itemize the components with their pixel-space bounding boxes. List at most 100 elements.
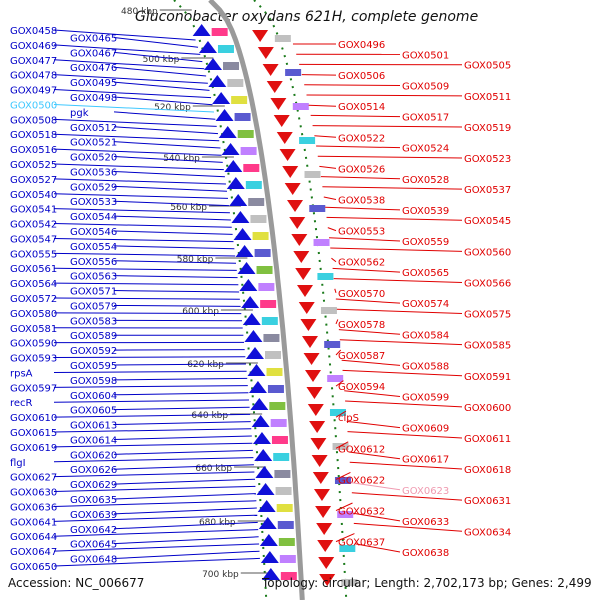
forward-strand-gene	[208, 75, 227, 87]
gene-leader-line-right	[335, 410, 347, 418]
gene-label-right: clpS	[338, 413, 359, 424]
gene-leader-line-right	[310, 114, 401, 118]
gene-leader-line-left	[53, 500, 257, 507]
gene-leader-line-right	[312, 125, 463, 128]
gene-leader-line-left	[53, 457, 254, 463]
gene-leader-line-left	[113, 377, 248, 381]
reverse-strand-gene	[291, 234, 308, 246]
gene-leader-line-left	[113, 156, 223, 163]
gene-leader-line-right	[353, 512, 401, 522]
forward-strand-gene	[215, 109, 234, 121]
reverse-strand-gene	[276, 132, 293, 144]
gene-leader-line-right	[304, 84, 401, 86]
gene-feature-box	[274, 35, 291, 42]
reverse-strand-gene	[307, 404, 324, 416]
gene-leader-line-left	[113, 536, 259, 545]
gene-label-left: GOX0536	[70, 167, 117, 178]
gene-feature-box	[285, 69, 302, 76]
gene-label-left: GOX0626	[70, 465, 117, 476]
gene-label-right: GOX0517	[402, 113, 449, 124]
gene-feature-box	[269, 402, 286, 410]
gene-feature-box	[277, 521, 294, 529]
gene-label-left: GOX0641	[10, 517, 57, 528]
reverse-strand-gene	[252, 30, 269, 42]
gene-label-right: GOX0514	[338, 102, 385, 113]
gene-leader-line-left	[53, 529, 259, 537]
gene-feature-box	[250, 215, 267, 223]
gene-label-right: GOX0575	[464, 310, 511, 321]
gene-leader-line-left	[53, 103, 215, 113]
gene-leader-line-left	[113, 435, 252, 440]
gene-label-right: GOX0585	[464, 341, 511, 352]
gene-label-left: GOX0520	[70, 153, 117, 164]
reverse-strand-gene	[293, 251, 310, 263]
gene-leader-line-right	[335, 441, 349, 449]
gene-leader-line-left	[113, 126, 219, 135]
gene-leader-line-left	[53, 297, 240, 300]
gene-leader-line-right	[325, 206, 401, 211]
gene-leader-line-right	[349, 461, 463, 470]
gene-label-right: GOX0545	[464, 216, 511, 227]
gene-label-left: rpsA	[10, 368, 33, 379]
forward-strand-gene	[241, 296, 260, 308]
gene-label-left: GOX0498	[70, 93, 117, 104]
gene-label-left: GOX0650	[10, 562, 57, 573]
gene-feature-box	[341, 579, 358, 586]
gene-leader-line-right	[329, 237, 401, 242]
gene-leader-line-left	[53, 312, 242, 315]
ring-marker-outer	[253, 0, 348, 600]
gene-leader-line-right	[301, 74, 337, 76]
gene-label-left: GOX0495	[70, 78, 117, 89]
gene-leader-line-right	[334, 288, 337, 293]
forward-strand-gene	[221, 143, 240, 155]
gene-leader-line-right	[326, 216, 463, 221]
gene-feature-box	[275, 487, 292, 495]
gene-label-right: GOX0578	[338, 320, 385, 331]
gene-feature-box	[270, 419, 287, 427]
gene-label-left: GOX0580	[10, 309, 57, 320]
gene-leader-line-left	[53, 252, 236, 257]
gene-label-left: GOX0561	[10, 264, 57, 275]
gene-leader-line-left	[113, 392, 249, 396]
scale-tick-label: 660 kbp	[195, 464, 232, 474]
gene-leader-line-left	[113, 36, 199, 48]
forward-strand-gene	[231, 211, 250, 223]
ring-marker-inner	[173, 0, 268, 600]
gene-leader-line-right	[306, 94, 463, 97]
gene-label-left: GOX0590	[10, 339, 57, 350]
forward-strand-gene	[218, 126, 237, 138]
gene-label-left: GOX0564	[10, 279, 57, 290]
gene-label-left: GOX0597	[10, 383, 57, 394]
gene-leader-line-right	[316, 145, 401, 149]
gene-leader-line-left	[53, 267, 237, 271]
gene-label-right: GOX0600	[464, 403, 511, 414]
gene-leader-line-left	[53, 223, 232, 228]
reverse-strand-gene	[319, 574, 336, 586]
gene-label-left: GOX0512	[70, 123, 117, 134]
gene-label-right: GOX0511	[464, 92, 511, 103]
gene-leader-line-right	[348, 451, 401, 460]
gene-leader-line-right	[330, 247, 463, 252]
gene-label-left: GOX0521	[70, 138, 117, 149]
gene-feature-box	[313, 239, 330, 246]
reverse-strand-gene	[318, 557, 335, 569]
gene-leader-line-left	[113, 478, 255, 485]
gene-label-left: recR	[10, 398, 33, 409]
gene-label-right: GOX0611	[464, 434, 511, 445]
gene-label-right: GOX0538	[338, 196, 385, 207]
gene-label-left: GOX0614	[70, 435, 117, 446]
reverse-strand-gene	[300, 319, 317, 331]
gene-leader-line-left	[53, 118, 217, 127]
gene-leader-line-right	[317, 155, 463, 159]
gene-label-left: GOX0516	[10, 145, 57, 156]
gene-label-right: GOX0599	[402, 392, 449, 403]
gene-feature-box	[271, 436, 288, 444]
reverse-strand-gene	[287, 200, 304, 212]
gene-leader-line-left	[113, 304, 241, 307]
gene-leader-line-right	[342, 369, 463, 377]
gene-label-right: GOX0524	[402, 144, 449, 155]
gene-label-left: GOX0465	[70, 33, 117, 44]
reverse-strand-gene	[303, 353, 320, 365]
gene-leader-line-left	[113, 185, 228, 192]
